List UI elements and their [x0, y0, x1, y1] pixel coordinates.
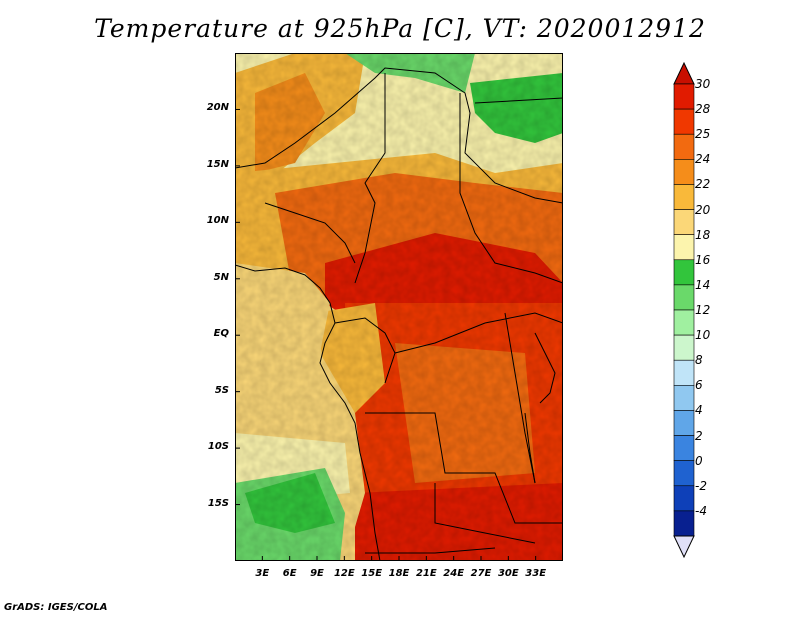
- lon-label: 18E: [388, 568, 410, 579]
- lat-label: 10N: [206, 215, 229, 227]
- colorbar-swatch: [673, 234, 695, 261]
- lat-label: 15S: [207, 497, 229, 509]
- lon-label: 21E: [415, 568, 437, 579]
- temperature-map: [235, 53, 563, 561]
- colorbar-swatch: [673, 284, 695, 311]
- colorbar-tick-label: 28: [695, 102, 711, 117]
- lon-label: 6E: [282, 568, 297, 579]
- lon-label: 12E: [333, 568, 355, 579]
- colorbar-tick-label: 14: [695, 277, 711, 292]
- lat-label: 20N: [206, 102, 229, 114]
- colorbar-tick-label: 22: [695, 177, 711, 192]
- colorbar-tick-label: 16: [695, 252, 711, 267]
- colorbar-tick-label: 24: [695, 152, 711, 167]
- colorbar-swatch: [673, 309, 695, 336]
- grads-credit: GrADS: IGES/COLA: [4, 602, 108, 613]
- lat-label: 10S: [207, 441, 229, 453]
- lat-label: 5S: [214, 384, 229, 396]
- colorbar-swatch: [673, 385, 695, 411]
- colorbar-swatch: [673, 510, 695, 537]
- colorbar-swatch: [673, 184, 695, 210]
- coastlines: [235, 67, 563, 561]
- chart-title: Temperature at 925hPa [C], VT: 202001291…: [94, 14, 706, 43]
- lon-label: 27E: [470, 568, 492, 579]
- colorbar-tick-label: 20: [695, 202, 711, 217]
- colorbar-bottom-arrow: [673, 535, 695, 558]
- lon-label: 24E: [443, 568, 465, 579]
- lon-label: 33E: [525, 568, 547, 579]
- lat-label: 5N: [213, 271, 229, 283]
- colorbar-swatch: [673, 209, 695, 235]
- colorbar-swatch: [673, 460, 695, 487]
- colorbar-tick-label: -4: [695, 503, 707, 518]
- colorbar-tick-label: 25: [695, 127, 711, 142]
- colorbar-tick-label: 0: [695, 453, 703, 468]
- lon-label: 30E: [497, 568, 519, 579]
- colorbar-tick-label: 2: [695, 428, 703, 443]
- colorbar-top-arrow: [673, 62, 695, 85]
- colorbar-tick-label: 4: [695, 403, 703, 418]
- colorbar-swatch: [673, 133, 695, 160]
- lat-label: 15N: [206, 158, 229, 170]
- colorbar-swatch: [673, 334, 695, 361]
- colorbar-swatch: [673, 259, 695, 286]
- colorbar-tick-label: 10: [695, 328, 711, 343]
- colorbar-swatch: [673, 108, 695, 135]
- colorbar-swatch: [673, 359, 695, 386]
- colorbar-swatch: [673, 83, 695, 110]
- colorbar-tick-label: 6: [695, 378, 703, 393]
- lon-label: 9E: [310, 568, 324, 579]
- colorbar-swatch: [673, 435, 695, 461]
- lon-label: 3E: [255, 568, 270, 579]
- colorbar-tick-label: 30: [695, 77, 711, 91]
- colorbar-swatch: [673, 485, 695, 512]
- lat-label: EQ: [213, 328, 229, 340]
- colorbar-swatch: [673, 410, 695, 436]
- colorbar-tick-label: -2: [695, 478, 707, 493]
- lon-label: 15E: [361, 568, 383, 579]
- colorbar-swatch: [673, 159, 695, 185]
- colorbar-tick-label: 18: [695, 227, 711, 242]
- colorbar: [673, 62, 695, 558]
- colorbar-tick-label: 8: [695, 353, 703, 368]
- colorbar-tick-label: 12: [695, 303, 711, 317]
